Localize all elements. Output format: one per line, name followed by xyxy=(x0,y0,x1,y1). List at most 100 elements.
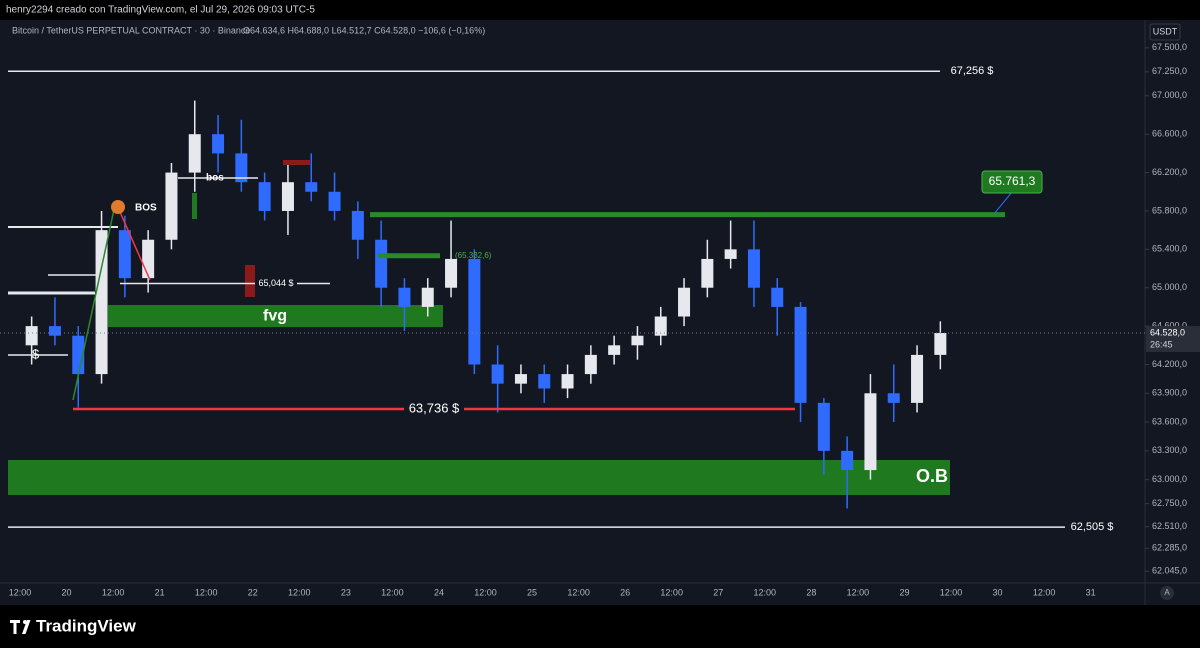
candle-body xyxy=(95,230,108,375)
arrow-down xyxy=(119,211,151,281)
x-tick-label: 12:00 xyxy=(9,587,32,597)
candle-body xyxy=(188,134,201,173)
y-tick-label: 63.600,0 xyxy=(1152,416,1187,426)
candle-body xyxy=(794,306,807,403)
y-tick-label: 64.600,0 xyxy=(1152,320,1187,330)
candle-body xyxy=(771,287,784,307)
y-tick-label: 65.800,0 xyxy=(1152,205,1187,215)
level-label: 62,505 $ xyxy=(1071,521,1114,533)
x-tick-label: 12:00 xyxy=(567,587,590,597)
bos-label: BOS xyxy=(135,203,157,214)
candle-body xyxy=(491,364,504,384)
countdown: 26:45 xyxy=(1150,339,1173,349)
candle-body xyxy=(328,191,341,211)
candle-body xyxy=(305,182,318,192)
arrow-up xyxy=(72,204,116,401)
logo xyxy=(10,620,31,634)
y-tick-label: 62.285,0 xyxy=(1152,543,1187,553)
candle-body xyxy=(351,210,364,240)
x-tick-label: 12:00 xyxy=(195,587,218,597)
currency-badge[interactable] xyxy=(1149,23,1181,41)
y-tick-label: 62.510,0 xyxy=(1152,521,1187,531)
y-tick-label: 67.000,0 xyxy=(1152,90,1187,100)
last-price-box xyxy=(1146,326,1200,353)
candle-body xyxy=(934,333,947,355)
y-tick-label: 63.000,0 xyxy=(1152,474,1187,484)
y-tick-label: 67.250,0 xyxy=(1152,66,1187,76)
x-tick-label: 12:00 xyxy=(102,587,125,597)
candle-body xyxy=(281,182,294,211)
y-tick-label: 65.000,0 xyxy=(1152,282,1187,292)
candle-body xyxy=(212,134,225,154)
y-tick-label: 62.045,0 xyxy=(1152,566,1187,576)
candle-body xyxy=(235,153,248,183)
x-tick-label: 21 xyxy=(155,587,165,597)
ohlc-legend: O64.634,6 H64.688,0 L64.512,7 C64.528,0 … xyxy=(243,25,485,35)
candle-body xyxy=(747,249,760,288)
x-tick-label: 12:00 xyxy=(940,587,963,597)
y-tick-label: 62.750,0 xyxy=(1152,498,1187,508)
candle-body xyxy=(654,316,667,336)
y-tick-label: 66.200,0 xyxy=(1152,167,1187,177)
header-text: henry2294 creado con TradingView.com, el… xyxy=(6,5,315,16)
x-tick-label: 28 xyxy=(806,587,816,597)
candle-body xyxy=(887,393,900,403)
candle-body xyxy=(445,258,458,288)
y-tick-label: 64.200,0 xyxy=(1152,359,1187,369)
x-tick-label: 25 xyxy=(527,587,537,597)
x-tick-label: 31 xyxy=(1086,587,1096,597)
candle-body xyxy=(911,354,924,403)
plot: fvg O.B xyxy=(0,100,1145,509)
auto-scale-button[interactable] xyxy=(1160,586,1174,600)
x-tick-label: 26 xyxy=(620,587,630,597)
candle-body xyxy=(678,287,691,317)
candle-body xyxy=(421,287,434,307)
callout-pointer xyxy=(994,191,1013,213)
x-tick-label: 30 xyxy=(993,587,1003,597)
candle-body xyxy=(631,335,644,346)
y-tick-label: 66.600,0 xyxy=(1152,129,1187,139)
x-tick-label: 24 xyxy=(434,587,444,597)
candle-body xyxy=(468,258,481,365)
auto-scale-label[interactable]: A xyxy=(1164,588,1170,597)
candle-body xyxy=(165,172,178,240)
x-tick-label: 12:00 xyxy=(1033,587,1056,597)
marker-red xyxy=(245,265,255,297)
callout-box xyxy=(981,170,1043,194)
level-label: 65.761,3 xyxy=(989,174,1036,188)
currency[interactable]: USDT xyxy=(1153,26,1178,36)
level-label: 67,256 $ xyxy=(951,65,994,77)
candle-body xyxy=(118,230,131,279)
zone xyxy=(108,305,443,328)
candle-body xyxy=(258,182,271,211)
x-tick-label: 12:00 xyxy=(754,587,777,597)
marker-red xyxy=(283,160,310,165)
footer-bar xyxy=(0,605,1200,648)
level-label: (65.332,6) xyxy=(455,251,492,260)
zone-label: O.B xyxy=(916,466,948,486)
level-label: 63,736 $ xyxy=(409,400,460,415)
candle-body xyxy=(538,374,551,389)
candle-body xyxy=(514,374,527,384)
zone-label: fvg xyxy=(263,307,287,324)
candle-body xyxy=(841,450,854,471)
logo-dot xyxy=(23,620,27,624)
drawings: BOS bos $ 67,256 $ 62,505 $ 63,736 $ 65,044… xyxy=(8,65,1113,533)
x-tick-label: 12:00 xyxy=(288,587,311,597)
candle-body xyxy=(724,249,737,259)
x-tick-label: 22 xyxy=(248,587,258,597)
liquidity-label: $ xyxy=(32,346,40,361)
candle-body xyxy=(375,239,388,288)
candle-body xyxy=(864,393,877,471)
y-tick-label: 67.500,0 xyxy=(1152,42,1187,52)
candle-body xyxy=(398,287,411,307)
x-tick-label: 29 xyxy=(899,587,909,597)
bos-label: bos xyxy=(206,173,224,184)
x-tick-label: 12:00 xyxy=(381,587,404,597)
marker-green xyxy=(192,193,197,219)
candle-body xyxy=(701,258,714,288)
candle-body xyxy=(608,345,621,355)
label-bg xyxy=(255,275,297,292)
y-tick-label: 65.400,0 xyxy=(1152,244,1187,254)
